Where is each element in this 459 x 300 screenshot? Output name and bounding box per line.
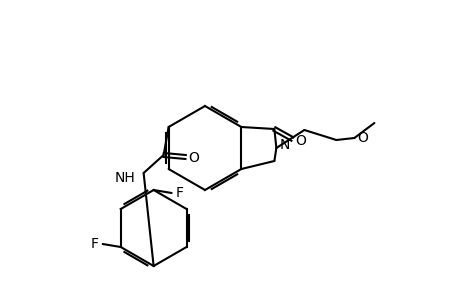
Text: O: O xyxy=(188,151,199,165)
Text: NH: NH xyxy=(115,171,135,185)
Text: F: F xyxy=(175,186,183,200)
Text: O: O xyxy=(294,134,305,148)
Text: N: N xyxy=(279,138,289,152)
Text: O: O xyxy=(356,131,367,145)
Text: F: F xyxy=(90,237,99,251)
